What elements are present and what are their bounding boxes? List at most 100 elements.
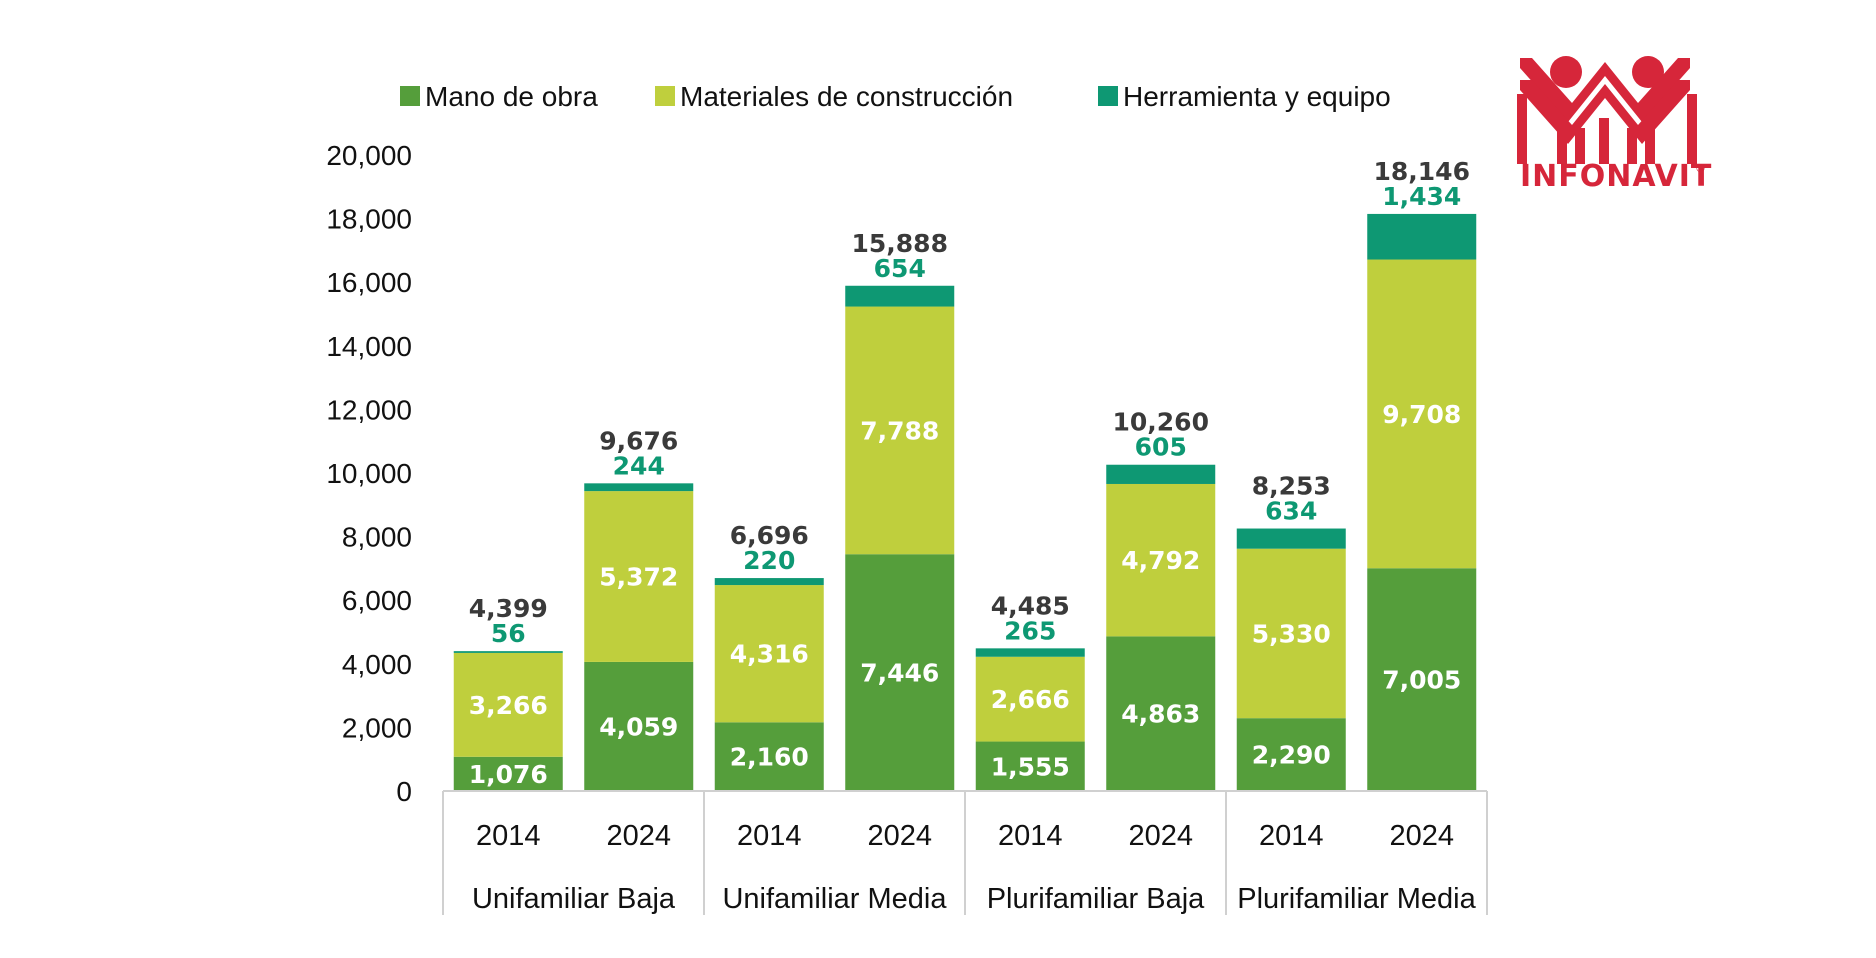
segment-value-label: 2,290 [1252, 741, 1331, 770]
tool-value-label: 634 [1265, 497, 1317, 526]
segment-value-label: 9,708 [1382, 400, 1461, 429]
y-tick-label: 10,000 [326, 458, 412, 489]
segment-value-label: 5,330 [1252, 619, 1331, 648]
y-tick-label: 16,000 [326, 267, 412, 298]
y-tick-label: 20,000 [326, 140, 412, 171]
x-tick-year: 2024 [606, 820, 671, 852]
tool-value-label: 220 [743, 546, 795, 575]
bar-segment-2 [1106, 464, 1216, 484]
bar-segment-1 [1236, 548, 1346, 719]
bar-segment-0 [453, 756, 563, 791]
x-tick-year: 2014 [1259, 820, 1324, 852]
y-tick-label: 6,000 [342, 585, 412, 616]
legend-swatch-2 [1098, 86, 1118, 106]
bar-segment-0 [584, 661, 694, 791]
segment-value-label: 1,555 [991, 752, 1070, 781]
bar-segment-0 [714, 722, 824, 791]
tool-value-label: 56 [491, 619, 526, 648]
y-tick-label: 18,000 [326, 204, 412, 235]
bar-segment-2 [714, 578, 824, 586]
bar-segment-2 [1236, 528, 1346, 549]
bar-segment-1 [584, 491, 694, 662]
x-group-label: Plurifamiliar Media [1237, 883, 1476, 915]
segment-value-label: 2,160 [730, 743, 809, 772]
logo-icon [1517, 56, 1697, 164]
x-axis: 2014 2024 2014 2024 2014 2024 2014 2024 Unifamil… [442, 790, 1488, 915]
segment-value-label: 4,059 [599, 712, 678, 741]
total-value-label: 4,485 [991, 591, 1070, 620]
segment-value-label: 4,863 [1121, 700, 1200, 729]
bar-segment-1 [714, 585, 824, 723]
bar-segment-0 [1106, 636, 1216, 791]
segment-value-label: 1,076 [469, 760, 548, 789]
x-group-label: Unifamiliar Baja [472, 883, 676, 915]
segment-value-label: 4,316 [730, 640, 809, 669]
y-tick-label: 0 [396, 776, 412, 807]
x-tick-year: 2024 [1128, 820, 1193, 852]
segment-value-label: 2,666 [991, 685, 1070, 714]
y-axis: 0 2,000 4,000 6,000 8,000 10,000 12,000 14,000 1… [326, 140, 412, 807]
tool-value-label: 1,434 [1382, 182, 1461, 211]
tool-value-label: 654 [874, 254, 926, 283]
x-tick-year: 2024 [867, 820, 932, 852]
x-tick-year: 2014 [998, 820, 1063, 852]
legend-label-0: Mano de obra [425, 81, 598, 112]
infonavit-logo: INFONAVIT ® [1517, 56, 1712, 194]
total-value-label: 18,146 [1374, 157, 1470, 186]
bar-segment-2 [845, 285, 955, 307]
x-group-label: Unifamiliar Media [722, 883, 947, 915]
y-tick-label: 4,000 [342, 649, 412, 680]
bar-segment-1 [845, 306, 955, 555]
x-tick-year: 2024 [1389, 820, 1454, 852]
segment-value-label: 5,372 [599, 563, 678, 592]
segment-value-label: 4,792 [1121, 546, 1200, 575]
bar-segment-1 [1367, 259, 1477, 569]
legend-swatch-0 [400, 86, 420, 106]
tool-value-label: 265 [1004, 616, 1056, 645]
y-tick-label: 8,000 [342, 522, 412, 553]
x-group-label: Plurifamiliar Baja [987, 883, 1205, 915]
bar-segment-1 [453, 652, 563, 757]
bar-segment-0 [1236, 718, 1346, 791]
total-value-label: 4,399 [469, 594, 548, 623]
bar-segment-0 [1367, 568, 1477, 791]
tool-value-label: 605 [1135, 433, 1187, 462]
y-tick-label: 2,000 [342, 712, 412, 743]
logo-wordmark: INFONAVIT [1520, 159, 1712, 194]
tool-value-label: 244 [613, 451, 665, 480]
segment-value-label: 7,446 [860, 659, 939, 688]
legend: Mano de obra Materiales de construcción He… [400, 81, 1391, 112]
legend-swatch-1 [655, 86, 675, 106]
segment-value-label: 3,266 [469, 691, 548, 720]
bar-segment-1 [1106, 483, 1216, 637]
total-value-label: 9,676 [599, 426, 678, 455]
bar-segment-2 [1367, 213, 1477, 260]
bar-segment-0 [975, 741, 1085, 791]
logo-registered-mark: ® [1695, 162, 1706, 175]
x-tick-year: 2014 [476, 820, 541, 852]
total-value-label: 10,260 [1113, 408, 1209, 437]
bar-segment-1 [975, 656, 1085, 742]
y-tick-label: 12,000 [326, 394, 412, 425]
legend-label-2: Herramienta y equipo [1123, 81, 1391, 112]
legend-label-1: Materiales de construcción [680, 81, 1013, 112]
x-tick-year: 2014 [737, 820, 802, 852]
bar-segment-2 [584, 483, 694, 492]
segment-value-label: 7,005 [1382, 666, 1461, 695]
bar-segment-2 [975, 648, 1085, 657]
bar-segment-2 [453, 651, 563, 653]
bar-stack: 1,076 3,266 564,399 [453, 594, 563, 791]
total-value-label: 6,696 [730, 521, 809, 550]
segment-value-label: 7,788 [860, 416, 939, 445]
bar-segment-0 [845, 554, 955, 791]
total-value-label: 15,888 [852, 229, 948, 258]
